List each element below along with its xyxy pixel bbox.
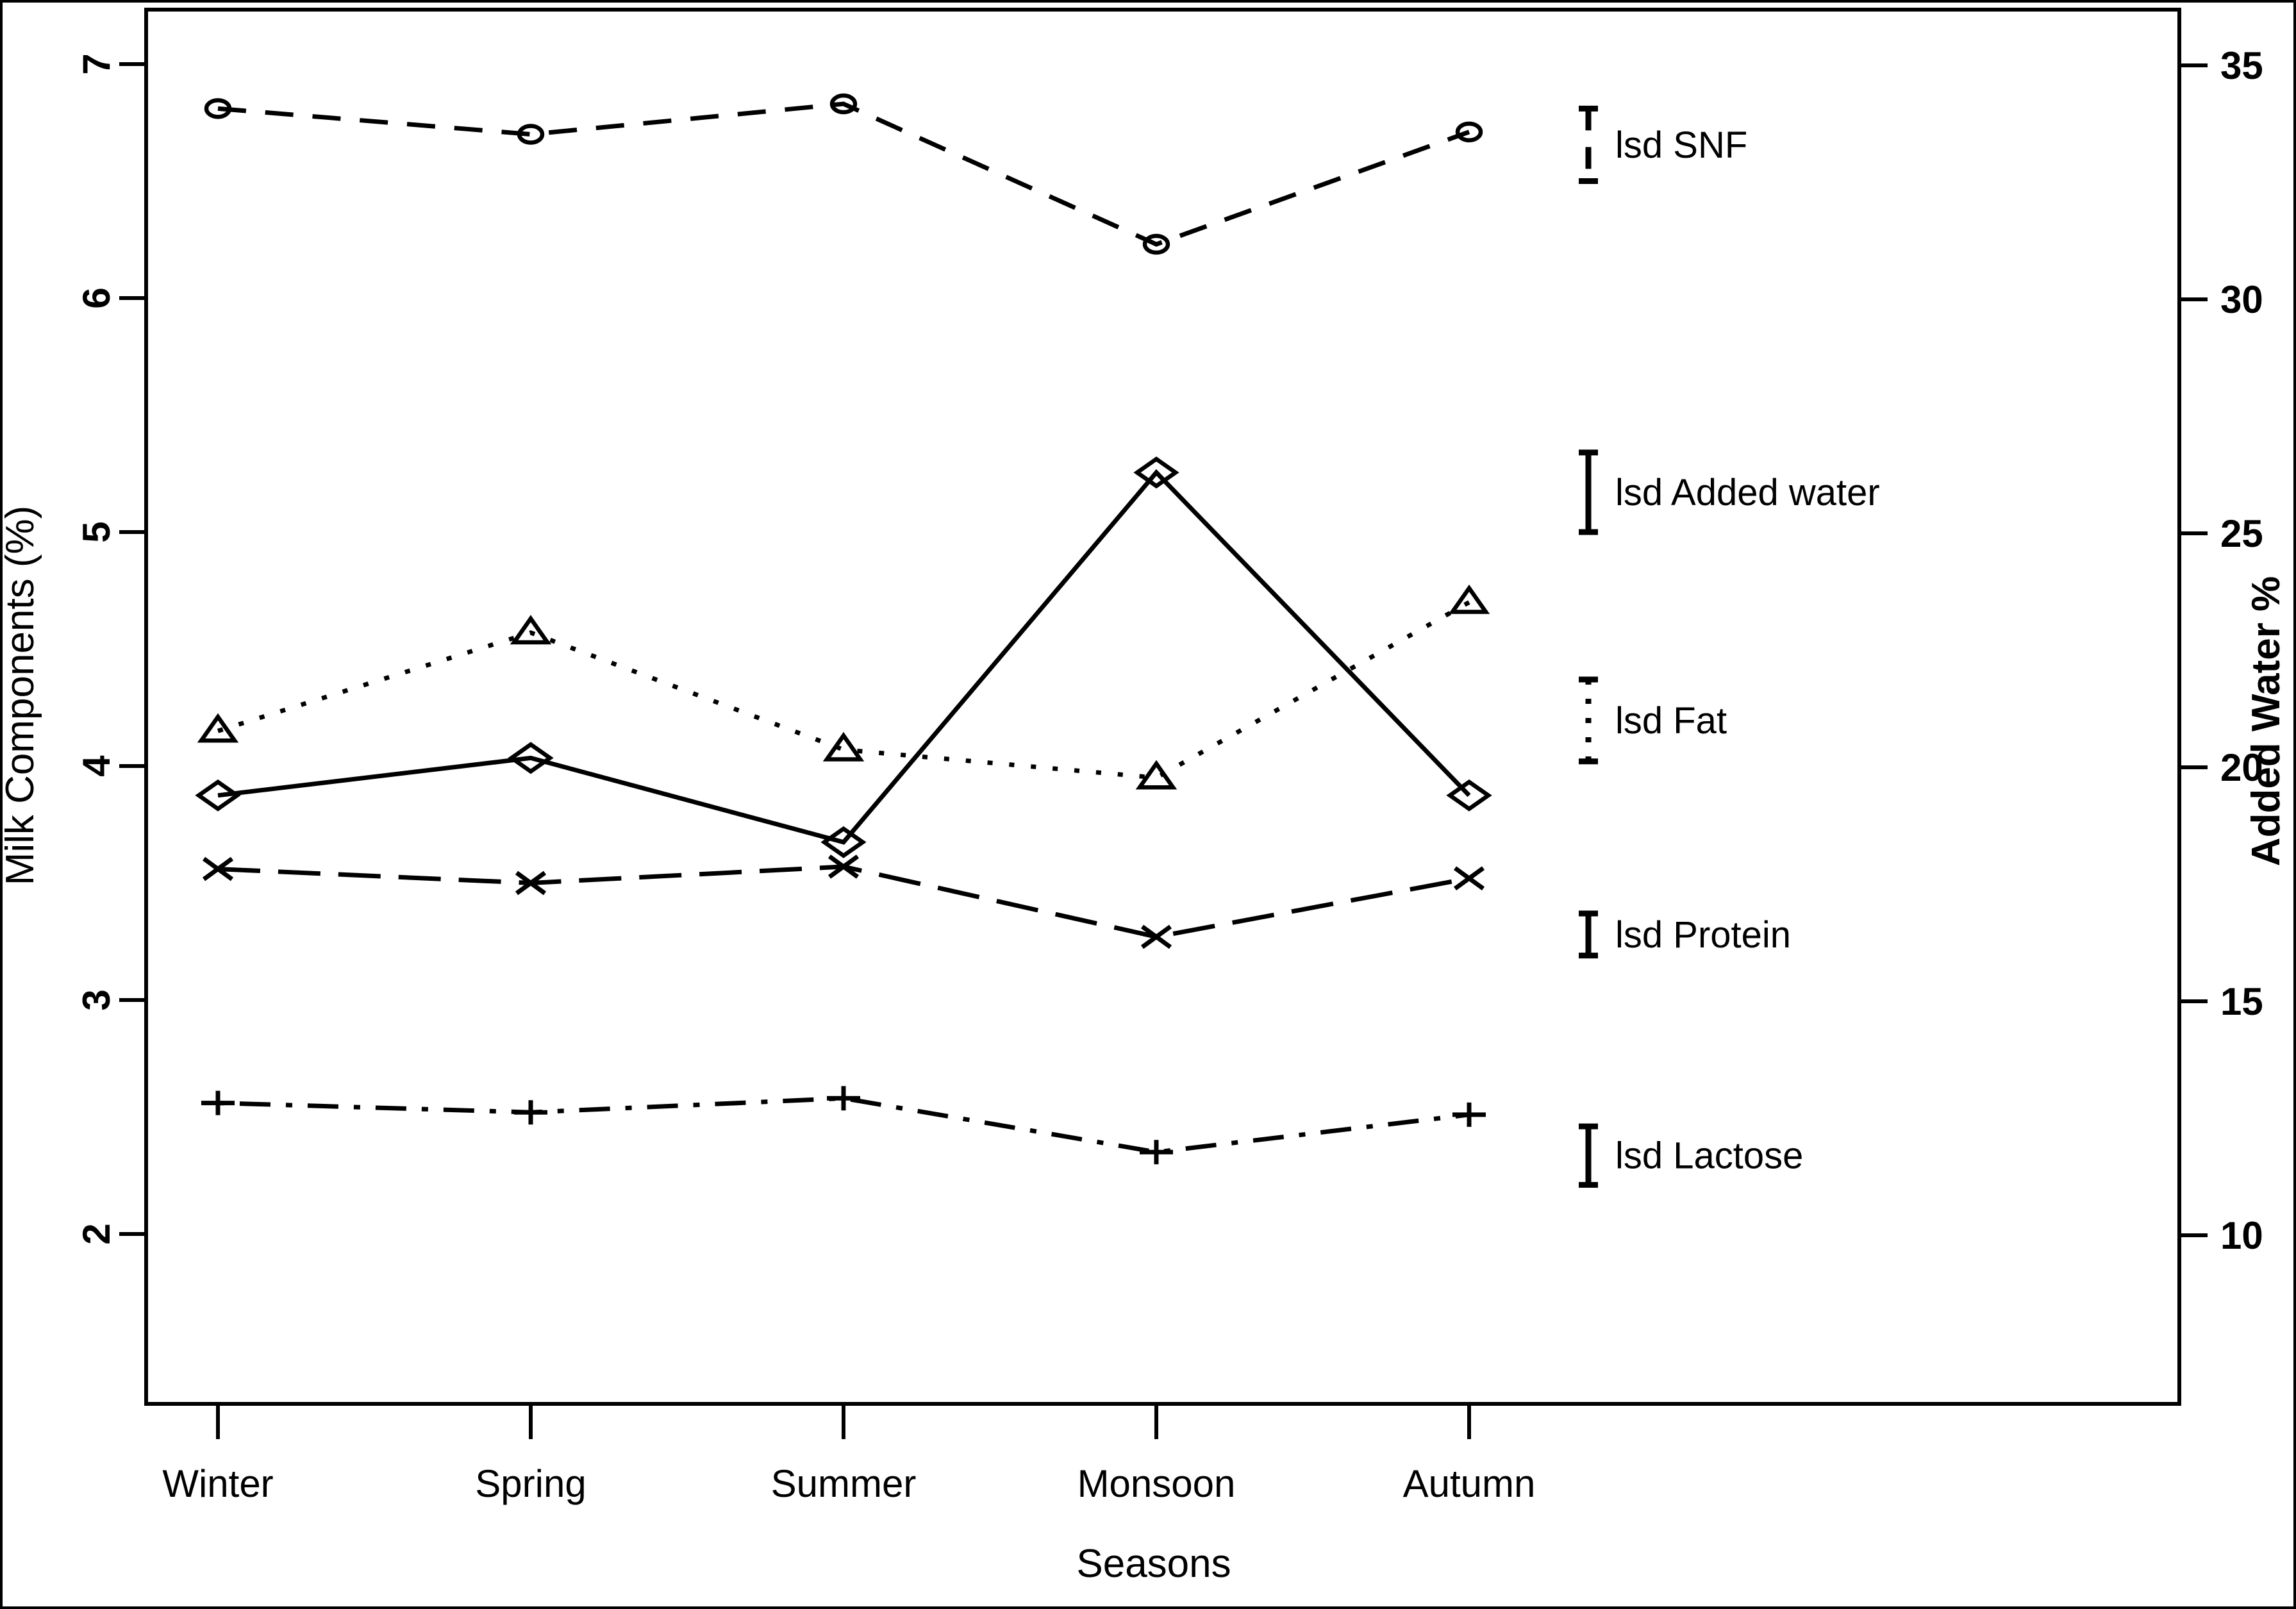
series-fat-line: [217, 600, 1470, 780]
legend-label-lsd-added-water: lsd Added water: [1615, 472, 1880, 513]
series-lactose-marker-monsoon: [1140, 1140, 1173, 1165]
series-protein-marker-monsoon: [1140, 924, 1172, 949]
series-added-water-marker-autumn: [1446, 779, 1492, 812]
series-lactose-marker-spring: [514, 1100, 547, 1125]
legend-label-lsd-lactose: lsd Lactose: [1615, 1135, 1803, 1177]
series-protein-marker-autumn: [1453, 866, 1485, 891]
series-added-water-marker-winter: [195, 779, 241, 812]
y-left-tick-label-2: 2: [75, 1223, 118, 1244]
x-tick-label-monsoon: Monsoon: [1077, 1462, 1236, 1505]
legend-label-lsd-snf: lsd SNF: [1615, 124, 1747, 166]
series-lactose-marker-autumn: [1452, 1102, 1486, 1127]
series-lactose-marker-winter: [201, 1090, 235, 1115]
series-added-water-marker-spring: [508, 742, 554, 774]
series-added-water-line: [217, 469, 1471, 845]
series-lactose-marker-summer: [827, 1086, 860, 1111]
series-snf-marker-monsoon: [1142, 233, 1170, 255]
data-series: [195, 93, 1492, 1165]
y-left-tick-label-7: 7: [75, 53, 118, 74]
x-axis-title: Seasons: [1076, 1542, 1231, 1586]
legend-item-lsd-snf: lsd SNF: [1579, 105, 1747, 184]
y-right-tick-label-30: 30: [2220, 278, 2263, 321]
y-left-tick-label-4: 4: [75, 755, 118, 777]
series-snf-marker-spring: [517, 124, 545, 145]
series-protein-marker-winter: [202, 856, 234, 881]
series-fat-marker-autumn: [1448, 584, 1490, 614]
y-right-tick-label-20: 20: [2220, 746, 2263, 789]
series-added-water-marker-summer: [820, 826, 867, 858]
y-axis-title-left: Milk Components (%): [0, 506, 42, 886]
series-protein-marker-summer: [828, 855, 860, 879]
x-tick-label-summer: Summer: [771, 1462, 917, 1505]
series-protein-marker-spring: [515, 871, 547, 896]
series-fat-marker-winter: [197, 713, 239, 743]
series-fat-marker-monsoon: [1135, 760, 1177, 790]
legend-label-lsd-fat: lsd Fat: [1615, 700, 1727, 742]
x-tick-label-autumn: Autumn: [1403, 1462, 1536, 1505]
axes: 7 6 5 4 3 2 35 30 25 20 15 10 Winter Spring Summer Mons…: [75, 44, 2263, 1505]
series-lactose-line: [217, 1096, 1470, 1155]
x-tick-label-spring: Spring: [475, 1462, 586, 1505]
y-right-tick-label-25: 25: [2220, 512, 2263, 555]
y-left-tick-label-6: 6: [75, 287, 118, 308]
legend: lsd SNF lsd Added water lsd Fat lsd Protein…: [1579, 105, 1880, 1188]
legend-item-lsd-added-water: lsd Added water: [1579, 449, 1880, 535]
series-snf-marker-summer: [829, 93, 858, 115]
y-right-tick-label-10: 10: [2220, 1214, 2263, 1257]
y-right-tick-label-15: 15: [2220, 980, 2263, 1023]
series-snf-marker-winter: [204, 98, 232, 119]
legend-label-lsd-protein: lsd Protein: [1615, 914, 1791, 956]
y-right-tick-label-35: 35: [2220, 44, 2263, 87]
legend-item-lsd-lactose: lsd Lactose: [1579, 1123, 1803, 1188]
x-tick-label-winter: Winter: [162, 1462, 273, 1505]
legend-item-lsd-fat: lsd Fat: [1579, 676, 1727, 765]
y-left-tick-label-3: 3: [75, 989, 118, 1010]
series-added-water-marker-monsoon: [1133, 456, 1179, 489]
series-fat-marker-summer: [822, 731, 865, 762]
plot-area-border: [144, 8, 2181, 1406]
y-axis-title-right: Added Water %: [2244, 576, 2288, 866]
series-snf-marker-autumn: [1455, 121, 1483, 143]
series-fat-marker-spring: [510, 615, 552, 645]
series-snf-line: [217, 101, 1470, 247]
legend-item-lsd-protein: lsd Protein: [1579, 910, 1791, 959]
y-left-tick-label-5: 5: [75, 521, 118, 542]
